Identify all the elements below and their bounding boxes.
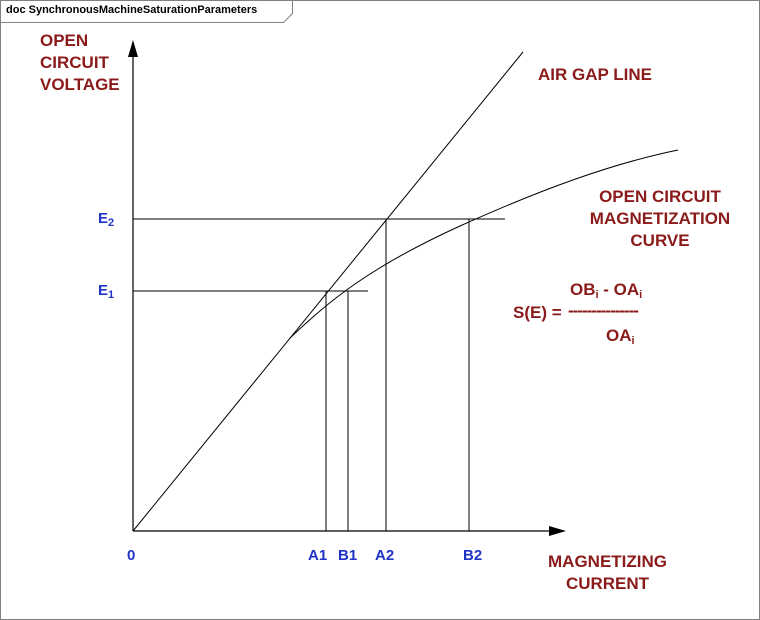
tick-b2: B2 — [463, 547, 483, 564]
y-axis-arrow — [128, 40, 138, 57]
formula-denominator: OAi — [606, 326, 635, 347]
y-axis-label-line: OPEN — [40, 31, 89, 50]
tick-origin: 0 — [127, 547, 136, 564]
frame-title: doc SynchronousMachineSaturationParamete… — [6, 4, 258, 16]
air-gap-label: AIR GAP LINE — [538, 65, 652, 84]
occ-label-line: CURVE — [630, 231, 690, 250]
x-axis-arrow — [549, 526, 566, 536]
x-axis-label: MAGNETIZING CURRENT — [540, 551, 675, 595]
y-axis-label-line: VOLTAGE — [40, 75, 120, 94]
occ-label-line: MAGNETIZATION — [589, 209, 731, 228]
tick-a1: A1 — [308, 547, 328, 564]
y-axis-label-line: CIRCUIT — [40, 53, 109, 72]
formula-numerator: OBi - OAi — [570, 280, 643, 301]
tick-e1: E1 — [98, 282, 115, 301]
formula-lhs: S(E) = — [513, 303, 562, 322]
occ-label: OPEN CIRCUIT MAGNETIZATION CURVE — [580, 186, 740, 252]
y-axis-label: OPEN CIRCUIT VOLTAGE — [40, 30, 120, 96]
occ-label-line: OPEN CIRCUIT — [599, 187, 721, 206]
magnetization-curve — [289, 149, 679, 339]
x-axis-label-line: CURRENT — [565, 574, 650, 593]
tick-e2: E2 — [98, 210, 115, 229]
tick-a2: A2 — [375, 547, 395, 564]
x-axis-label-line: MAGNETIZING — [548, 552, 667, 571]
title-tab — [0, 0, 293, 23]
tick-b1: B1 — [338, 547, 358, 564]
formula-fraction-bar: --------------- — [568, 301, 639, 320]
